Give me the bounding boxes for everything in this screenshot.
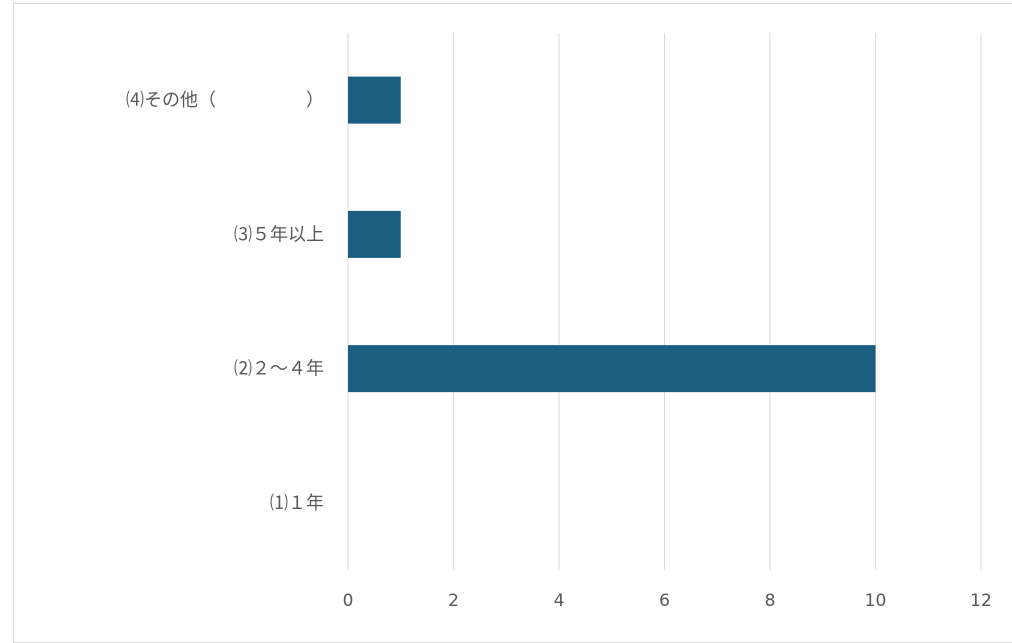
category-label: ⑷その他（ ） xyxy=(126,90,324,111)
x-tick-label: 10 xyxy=(865,591,887,611)
bar xyxy=(348,345,876,393)
x-tick-label: 4 xyxy=(554,591,565,611)
x-tick-label: 12 xyxy=(970,591,992,611)
bar xyxy=(348,210,401,258)
chart-frame xyxy=(13,3,1012,643)
bar xyxy=(348,76,401,124)
x-tick-label: 6 xyxy=(659,591,670,611)
category-label: ⑴１年 xyxy=(270,493,324,514)
category-label: ⑶５年以上 xyxy=(234,224,324,245)
x-tick-label: 2 xyxy=(448,591,459,611)
category-label: ⑵２～４年 xyxy=(234,359,324,380)
x-tick-label: 0 xyxy=(343,591,354,611)
x-tick-label: 8 xyxy=(765,591,776,611)
